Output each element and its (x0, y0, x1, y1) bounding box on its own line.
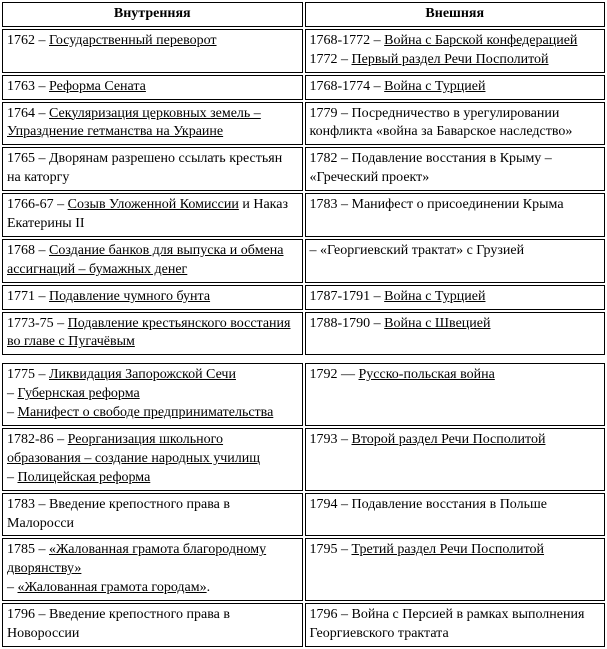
cell-internal: 1773-75 – Подавление крестьянского восст… (2, 312, 303, 356)
table-row: 1766-67 – Созыв Уложенной Комиссии и Нак… (2, 193, 605, 237)
cell-line: 1792 — Русско-польская война (310, 367, 495, 382)
underlined-text: Губернская реформа (18, 386, 140, 401)
table-row: 1764 – Секуляризация церковных земель – … (2, 102, 605, 146)
cell-line: 1783 – Введение крепостного права в Мало… (7, 497, 230, 531)
underlined-text: Первый раздел Речи Посполитой (352, 52, 549, 67)
cell-external: 1794 – Подавление восстания в Польше (305, 493, 606, 537)
cell-external: 1796 – Война с Персией в рамках выполнен… (305, 603, 606, 647)
header-row: Внутренняя Внешняя (2, 2, 605, 27)
underlined-text: Третий раздел Речи Посполитой (352, 542, 545, 557)
underlined-text: Война с Турцией (384, 289, 485, 304)
underlined-text: Реформа Сената (49, 79, 146, 94)
cell-internal: 1785 – «Жалованная грамота благородному … (2, 538, 303, 601)
cell-internal: 1763 – Реформа Сената (2, 75, 303, 100)
underlined-text: Второй раздел Речи Посполитой (352, 432, 546, 447)
underlined-text: Реорганизация школьного образования – со… (7, 432, 260, 466)
cell-line: 1794 – Подавление восстания в Польше (310, 497, 548, 512)
history-table: Внутренняя Внешняя 1762 – Государственны… (0, 0, 607, 649)
cell-line: – Манифест о свободе предпринимательства (7, 405, 273, 420)
table-row: 1773-75 – Подавление крестьянского восст… (2, 312, 605, 356)
header-internal: Внутренняя (2, 2, 303, 27)
cell-external: 1768-1772 – Война с Барской конфедерацие… (305, 29, 606, 73)
cell-internal: 1765 – Дворянам разрешено ссылать кресть… (2, 147, 303, 191)
table-row: 1796 – Введение крепостного права в Ново… (2, 603, 605, 647)
cell-line: – «Жалованная грамота городам». (7, 580, 210, 595)
cell-line: 1768 – Создание банков для выпуска и обм… (7, 243, 284, 277)
cell-external: – «Георгиевский трактат» с Грузией (305, 239, 606, 283)
cell-line: – Полицейская реформа (7, 470, 150, 485)
table-row: 1771 – Подавление чумного бунта 1787-1791… (2, 285, 605, 310)
cell-line: 1762 – Государственный переворот (7, 33, 217, 48)
cell-internal: 1771 – Подавление чумного бунта (2, 285, 303, 310)
cell-line: 1765 – Дворянам разрешено ссылать кресть… (7, 151, 282, 185)
underlined-text: Созыв Уложенной Комиссии (68, 197, 239, 212)
cell-line: 1764 – Секуляризация церковных земель – … (7, 106, 261, 140)
cell-internal: 1764 – Секуляризация церковных земель – … (2, 102, 303, 146)
cell-line: 1763 – Реформа Сената (7, 79, 146, 94)
header-external: Внешняя (305, 2, 606, 27)
table-row: 1785 – «Жалованная грамота благородному … (2, 538, 605, 601)
cell-external: 1782 – Подавление восстания в Крыму – «Г… (305, 147, 606, 191)
table-row: 1762 – Государственный переворот 1768-177… (2, 29, 605, 73)
underlined-text: «Жалованная грамота благородному дворянс… (7, 542, 266, 576)
cell-internal: 1783 – Введение крепостного права в Мало… (2, 493, 303, 537)
underlined-text: Война с Швецией (384, 316, 490, 331)
cell-external: 1779 – Посредничество в урегулировании к… (305, 102, 606, 146)
cell-external: 1793 – Второй раздел Речи Посполитой (305, 428, 606, 491)
cell-line: 1768-1772 – Война с Барской конфедерацие… (310, 33, 578, 48)
cell-line: 1796 – Введение крепостного права в Ново… (7, 607, 230, 641)
underlined-text: Война с Турцией (384, 79, 485, 94)
cell-internal: 1796 – Введение крепостного права в Ново… (2, 603, 303, 647)
cell-line: 1785 – «Жалованная грамота благородному … (7, 542, 266, 576)
table-row: 1763 – Реформа Сената 1768-1774 – Война с… (2, 75, 605, 100)
underlined-text: Подавление крестьянского восстания во гл… (7, 316, 290, 350)
cell-external: 1792 — Русско-польская война (305, 363, 606, 426)
cell-line: – «Георгиевский трактат» с Грузией (310, 243, 525, 258)
cell-external: 1795 – Третий раздел Речи Посполитой (305, 538, 606, 601)
cell-line: 1795 – Третий раздел Речи Посполитой (310, 542, 545, 557)
cell-line: 1775 – Ликвидация Запорожской Сечи (7, 367, 236, 382)
cell-line: – Губернская реформа (7, 386, 140, 401)
underlined-text: Секуляризация церковных земель – Упраздн… (7, 106, 261, 140)
cell-line: 1771 – Подавление чумного бунта (7, 289, 210, 304)
table-row: 1782-86 – Реорганизация школьного образо… (2, 428, 605, 491)
underlined-text: «Жалованная грамота городам» (18, 580, 207, 595)
spacer-row (2, 357, 605, 361)
underlined-text: Манифест о свободе предпринимательства (18, 405, 274, 420)
underlined-text: Подавление чумного бунта (49, 289, 210, 304)
table-row: 1768 – Создание банков для выпуска и обм… (2, 239, 605, 283)
cell-line: 1779 – Посредничество в урегулировании к… (310, 106, 573, 140)
cell-line: 1782 – Подавление восстания в Крыму – «Г… (310, 151, 552, 185)
cell-line: 1768-1774 – Война с Турцией (310, 79, 486, 94)
cell-external: 1787-1791 – Война с Турцией (305, 285, 606, 310)
cell-line: 1787-1791 – Война с Турцией (310, 289, 486, 304)
underlined-text: Ликвидация Запорожской Сечи (49, 367, 236, 382)
cell-line: 1773-75 – Подавление крестьянского восст… (7, 316, 290, 350)
cell-line: 1782-86 – Реорганизация школьного образо… (7, 432, 260, 466)
cell-internal: 1762 – Государственный переворот (2, 29, 303, 73)
underlined-text: Создание банков для выпуска и обмена асс… (7, 243, 284, 277)
cell-internal: 1782-86 – Реорганизация школьного образо… (2, 428, 303, 491)
cell-external: 1788-1790 – Война с Швецией (305, 312, 606, 356)
cell-line: 1793 – Второй раздел Речи Посполитой (310, 432, 546, 447)
cell-line: 1788-1790 – Война с Швецией (310, 316, 491, 331)
cell-line: 1766-67 – Созыв Уложенной Комиссии и Нак… (7, 197, 288, 231)
cell-internal: 1768 – Создание банков для выпуска и обм… (2, 239, 303, 283)
cell-line: 1796 – Война с Персией в рамках выполнен… (310, 607, 585, 641)
underlined-text: Война с Барской конфедерацией (384, 33, 577, 48)
underlined-text: Русско-польская война (359, 367, 495, 382)
cell-internal: 1775 – Ликвидация Запорожской Сечи – Губ… (2, 363, 303, 426)
cell-line: 1783 – Манифест о присоединении Крыма (310, 197, 564, 212)
cell-internal: 1766-67 – Созыв Уложенной Комиссии и Нак… (2, 193, 303, 237)
table-row: 1775 – Ликвидация Запорожской Сечи – Губ… (2, 363, 605, 426)
table-row: 1765 – Дворянам разрешено ссылать кресть… (2, 147, 605, 191)
cell-external: 1768-1774 – Война с Турцией (305, 75, 606, 100)
cell-external: 1783 – Манифест о присоединении Крыма (305, 193, 606, 237)
cell-line: 1772 – Первый раздел Речи Посполитой (310, 52, 549, 67)
table-row: 1783 – Введение крепостного права в Мало… (2, 493, 605, 537)
underlined-text: Полицейская реформа (18, 470, 151, 485)
underlined-text: Государственный переворот (49, 33, 217, 48)
